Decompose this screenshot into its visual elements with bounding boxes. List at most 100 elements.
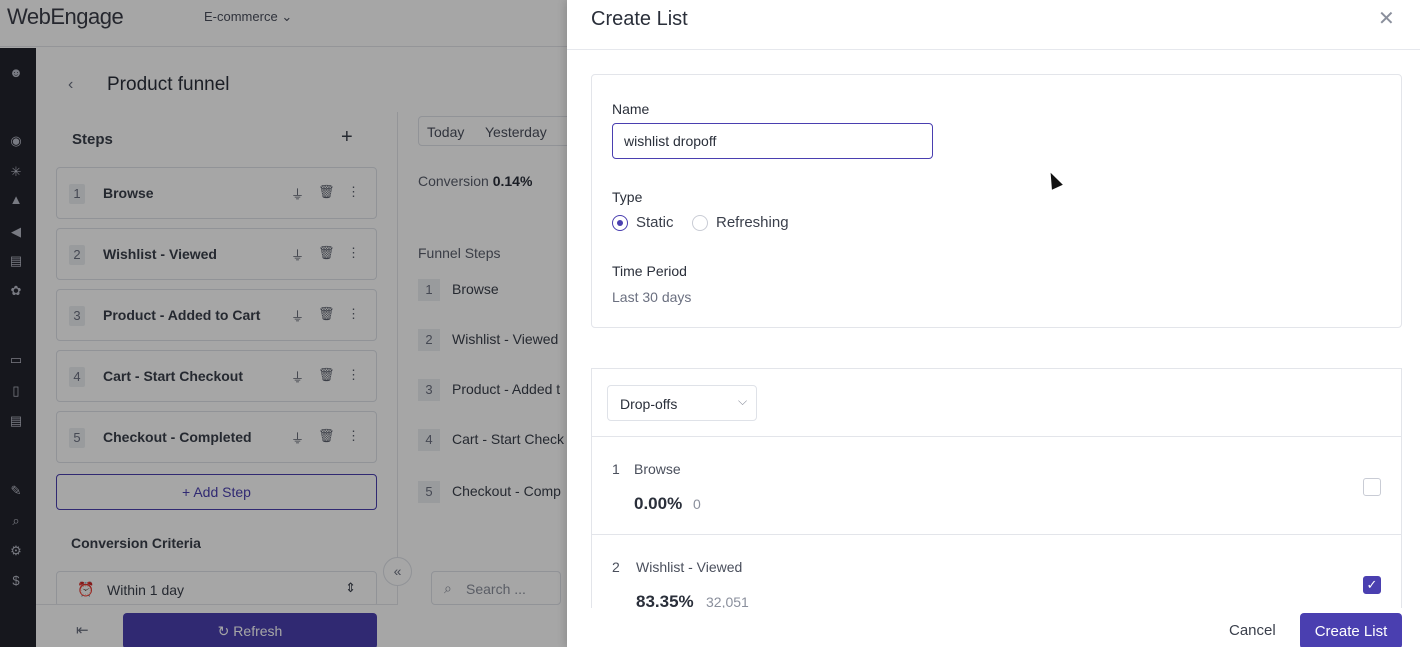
list-row: 1 Browse 0.00% 0 [592,436,1401,534]
project-switcher[interactable]: E-commerce ⌄ [204,9,292,25]
radio-static[interactable] [612,215,628,231]
step-label: Wishlist - Viewed [103,246,217,262]
trash-icon[interactable]: 🗑 [318,428,335,443]
conversion-summary: Conversion 0.14% [418,173,532,189]
user-settings-icon[interactable]: ⚙ [10,543,22,558]
more-icon[interactable]: ⋮ [347,367,360,382]
step-number: 2 [69,245,85,265]
billing-icon[interactable]: $ [12,573,20,588]
step-label: Checkout - Completed [103,429,252,445]
funnel-step-label: Wishlist - Viewed [452,331,559,347]
steps-pane [36,112,398,647]
type-label: Type [612,189,643,205]
filter-icon[interactable]: ⏚ [291,370,305,385]
radio-refreshing-label[interactable]: Refreshing [716,214,789,231]
more-icon[interactable]: ⋮ [347,306,360,321]
add-icon[interactable]: + [341,126,353,148]
steps-selection-card: Drop-offs ⌵ 1 Browse 0.00% 0 2 Wishlist … [591,368,1402,608]
trash-icon[interactable]: 🗑 [318,367,335,382]
list-details-card: Name Type Static Refreshing Time Period … [591,74,1402,328]
list-type-select[interactable]: Drop-offs ⌵ [607,385,757,421]
eye-icon[interactable]: ◉ [10,133,22,148]
filter-icon[interactable]: ⏚ [291,248,305,263]
filter-icon[interactable]: ⏚ [291,187,305,202]
drawer-header: Create List ✕ [567,0,1420,50]
funnel-step-number: 1 [418,279,440,301]
funnel-steps-title: Funnel Steps [418,245,501,261]
collapse-left-icon[interactable]: « [383,557,412,586]
step-card[interactable]: 4 Cart - Start Checkout ⏚ 🗑 ⋮ [56,350,377,402]
drawer-title: Create List [591,8,688,30]
more-icon[interactable]: ⋮ [347,428,360,443]
chevron-down-icon: ⌄ [281,9,293,24]
conversion-label: Conversion [418,173,489,189]
step-number: 3 [69,306,85,326]
rocket-icon[interactable]: ▲ [9,192,23,207]
left-rail: ☻ ◉ ✳ ▲ ◀ ▤ ✿ ▭ ▯ ▤ ✎ ⌕ ⚙ $ [0,48,36,647]
refresh-button[interactable]: ↻ Refresh [123,613,377,647]
radio-refreshing[interactable] [692,215,708,231]
sort-icon: ⇕ [345,580,356,595]
logo: WebEngage [7,4,124,29]
steps-title: Steps [72,131,113,148]
filter-icon[interactable]: ⏚ [291,309,305,324]
funnel-step-item: 5 Checkout - Comp [418,481,561,503]
filter-icon[interactable]: ⏚ [291,431,305,446]
date-today[interactable]: Today [427,124,465,140]
step-label: Browse [103,185,154,201]
user-edit-icon[interactable]: ✎ [10,483,22,498]
funnel-step-number: 4 [418,429,440,451]
row-percentage: 0.00% [634,494,683,513]
collapse-panel-icon[interactable]: ⇤ [76,622,89,639]
page-title: Product funnel [107,74,230,95]
report-icon[interactable]: ▤ [9,253,23,268]
close-icon[interactable]: ✕ [1378,8,1395,30]
row-checkbox-checked[interactable]: ✓ [1363,576,1381,594]
funnel-step-label: Checkout - Comp [452,483,561,499]
funnel-step-item: 4 Cart - Start Check [418,429,564,451]
bug-icon[interactable]: ✿ [10,283,22,298]
row-step-name: Wishlist - Viewed [636,559,743,575]
step-number: 4 [69,367,85,387]
row-step-name: Browse [634,461,681,477]
create-list-button[interactable]: Create List [1300,613,1402,647]
funnel-step-item: 3 Product - Added t [418,379,560,401]
document-icon[interactable]: ▤ [9,413,23,428]
row-number: 1 [612,461,620,477]
step-card[interactable]: 5 Checkout - Completed ⏚ 🗑 ⋮ [56,411,377,463]
row-count: 0 [693,496,701,512]
project-name: E-commerce [204,9,278,24]
step-card[interactable]: 2 Wishlist - Viewed ⏚ 🗑 ⋮ [56,228,377,280]
megaphone-icon[interactable]: ◀ [11,224,21,239]
more-icon[interactable]: ⋮ [347,245,360,260]
add-step-button[interactable]: + Add Step [56,474,377,510]
trash-icon[interactable]: 🗑 [318,245,335,260]
table-icon[interactable]: ▭ [9,352,23,367]
users-icon[interactable]: ☻ [9,65,23,80]
funnel-step-number: 5 [418,481,440,503]
search-input[interactable]: ⌕ Search ... [431,571,561,605]
step-card[interactable]: 1 Browse ⏚ 🗑 ⋮ [56,167,377,219]
row-checkbox[interactable] [1363,478,1381,496]
date-yesterday[interactable]: Yesterday [485,124,547,140]
alarm-icon: ⏰ [77,581,95,597]
trash-icon[interactable]: 🗑 [318,184,335,199]
funnel-step-item: 1 Browse [418,279,499,301]
trash-icon[interactable]: 🗑 [318,306,335,321]
time-period-value: Last 30 days [612,289,692,305]
back-icon[interactable]: ‹ [68,76,74,93]
list-name-input[interactable] [612,123,933,159]
funnel-step-label: Product - Added t [452,381,561,397]
conversion-criteria-title: Conversion Criteria [71,535,201,551]
user-search-icon[interactable]: ⌕ [12,513,20,528]
name-label: Name [612,101,650,117]
mobile-icon[interactable]: ▯ [12,383,20,398]
radio-static-label[interactable]: Static [636,214,674,231]
sun-icon[interactable]: ✳ [10,164,22,179]
cancel-button[interactable]: Cancel [1229,622,1276,639]
add-step-label: Add Step [193,484,251,500]
step-card[interactable]: 3 Product - Added to Cart ⏚ 🗑 ⋮ [56,289,377,341]
conversion-window-value: Within 1 day [107,582,185,598]
more-icon[interactable]: ⋮ [347,184,360,199]
date-range-bar: Today Yesterday [418,116,578,146]
